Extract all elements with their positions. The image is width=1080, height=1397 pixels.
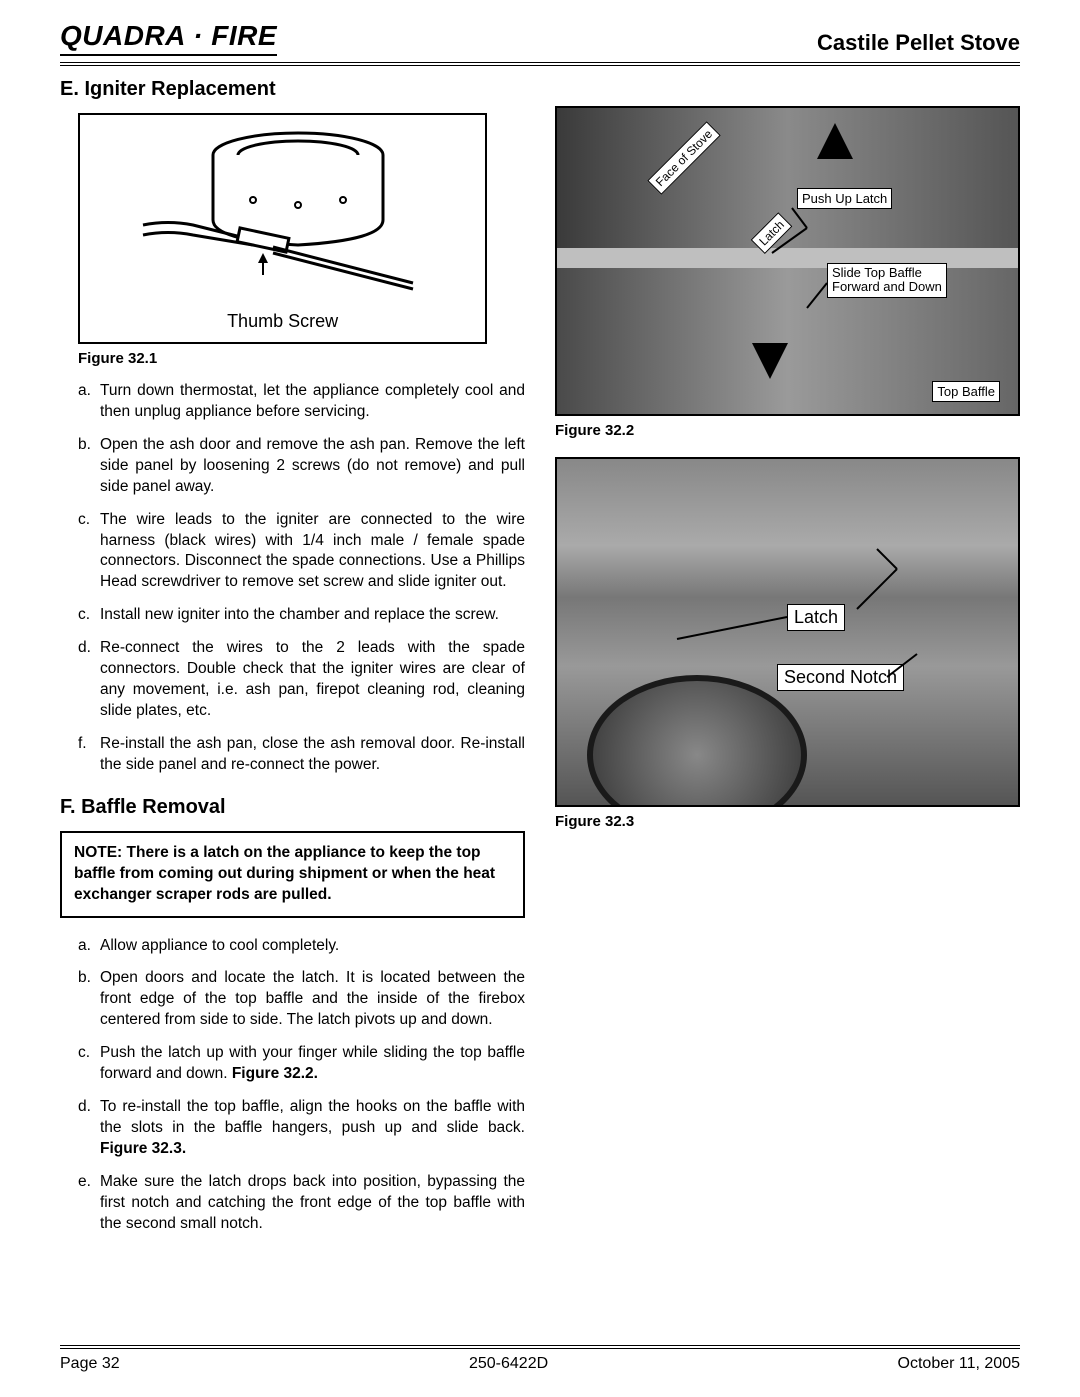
figure-32-3-caption: Figure 32.3 (555, 813, 1020, 830)
main-columns: E. Igniter Replacement Thumb Screw Figur… (60, 78, 1020, 1247)
left-column: E. Igniter Replacement Thumb Screw Figur… (60, 78, 525, 1247)
section-f-steps: a.Allow appliance to cool completely. b.O… (60, 936, 525, 1235)
step-item: a.Turn down thermostat, let the applianc… (78, 381, 525, 423)
thumb-screw-label: Thumb Screw (227, 311, 338, 332)
step-item: a.Allow appliance to cool completely. (78, 936, 525, 957)
igniter-diagram (123, 125, 443, 305)
page-header: QUADRA · FIRE Castile Pellet Stove (60, 20, 1020, 66)
doc-date: October 11, 2005 (898, 1355, 1020, 1373)
figure-32-2-photo: Face of Stove Latch Push Up Latch Slide … (555, 106, 1020, 416)
section-e-title: E. Igniter Replacement (60, 78, 525, 101)
section-e-steps: a.Turn down thermostat, let the applianc… (60, 381, 525, 776)
doc-number: 250-6422D (469, 1355, 548, 1373)
step-item: c.The wire leads to the igniter are conn… (78, 510, 525, 594)
step-item: f.Re-install the ash pan, close the ash … (78, 734, 525, 776)
figure-32-2-caption: Figure 32.2 (555, 422, 1020, 439)
brand-logo: QUADRA · FIRE (60, 20, 277, 56)
page-footer: Page 32 250-6422D October 11, 2005 (60, 1345, 1020, 1373)
figure-32-1-caption: Figure 32.1 (78, 350, 525, 367)
page-number: Page 32 (60, 1355, 120, 1373)
step-item: c.Push the latch up with your finger whi… (78, 1043, 525, 1085)
figure-32-3-photo: Latch Second Notch (555, 457, 1020, 807)
step-item: b.Open the ash door and remove the ash p… (78, 435, 525, 498)
right-column: Face of Stove Latch Push Up Latch Slide … (555, 78, 1020, 1247)
step-item: d.Re-connect the wires to the 2 leads wi… (78, 638, 525, 722)
callout-lines-1 (557, 108, 1018, 414)
product-name: Castile Pellet Stove (817, 30, 1020, 56)
callout-lines-2 (557, 459, 1018, 805)
step-item: b.Open doors and locate the latch. It is… (78, 968, 525, 1031)
step-item: d.To re-install the top baffle, align th… (78, 1097, 525, 1160)
step-item: e.Make sure the latch drops back into po… (78, 1172, 525, 1235)
figure-32-1: Thumb Screw (78, 113, 487, 344)
note-box: NOTE: There is a latch on the appliance … (60, 831, 525, 918)
step-item: c.Install new igniter into the chamber a… (78, 605, 525, 626)
section-f-title: F. Baffle Removal (60, 796, 525, 819)
